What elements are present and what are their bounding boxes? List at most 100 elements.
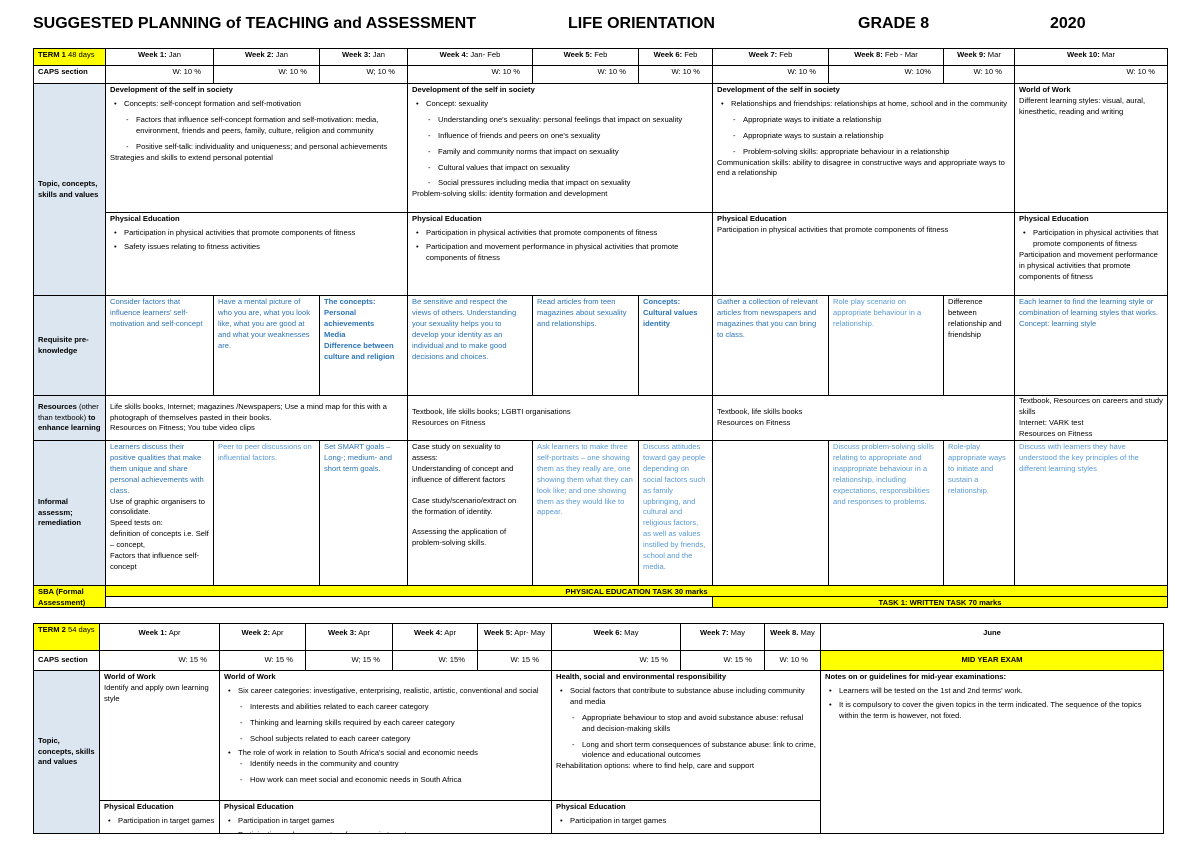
text-bullet: Participation in target games <box>556 816 816 827</box>
table-cell: W: 10 % <box>407 65 533 84</box>
text-dash2: Identify needs in the community and coun… <box>224 759 547 770</box>
week-month: Apr- May <box>514 628 546 637</box>
text-blue: Gather a collection of relevant articles… <box>717 297 818 339</box>
table-cell: Notes on or guidelines for mid-year exam… <box>820 670 1164 834</box>
table-cell: Week 1: Apr <box>99 623 220 651</box>
table-cell: Requisite pre-knowledge <box>33 295 106 396</box>
table-cell: Week 2: Jan <box>213 48 320 66</box>
text-bullet: Participation in physical activities tha… <box>110 228 403 239</box>
text-line: Resources on Fitness <box>412 418 486 427</box>
week-label: Week 2: <box>245 50 274 59</box>
doc-title: SUGGESTED PLANNING of TEACHING and ASSES… <box>33 15 476 32</box>
text-bullet: It is compulsory to cover the given topi… <box>825 700 1159 722</box>
term-days: 48 days <box>67 50 95 59</box>
table-cell: W: 10 % <box>532 65 639 84</box>
table-cell: W: 15 % <box>551 650 681 671</box>
week-month: Feb <box>594 50 608 59</box>
table-cell: MID YEAR EXAM <box>820 650 1164 671</box>
caps-weight: W: 10% <box>904 67 931 76</box>
caps-weight: W: 15% <box>438 655 465 664</box>
table-cell: Be sensitive and respect the views of ot… <box>407 295 533 396</box>
table-cell: TERM 1 48 days <box>33 48 106 66</box>
caps-weight: W: 15 % <box>510 655 539 664</box>
table-cell: World of Work Six career categories: inve… <box>219 670 552 801</box>
table-cell: W: 10 % <box>638 65 713 84</box>
label-text: Informal assessm; remediation <box>38 497 101 530</box>
table-cell: W: 15% <box>392 650 478 671</box>
table-cell: CAPS section <box>33 65 106 84</box>
table-cell: Have a mental picture of who you are, wh… <box>213 295 320 396</box>
text-lblue: Role play scenario on appropriate behavi… <box>833 297 922 328</box>
text-line: Participation and movement performance i… <box>1019 249 1158 281</box>
week-label: Week 4: <box>413 628 443 637</box>
text-line: (other than textbook) <box>38 401 99 422</box>
text-line: Resources on Fitness <box>1019 428 1093 438</box>
table-cell: Health, social and environmental respons… <box>551 670 821 801</box>
table-cell: W: 10 % <box>943 65 1015 84</box>
week-month: Jan <box>168 50 181 59</box>
text-line: Textbook, life skills books <box>717 407 803 417</box>
text-bullet: Relationships and friendships: relations… <box>717 99 1010 110</box>
text-lblue: Peer to peer discussions on influential … <box>218 442 312 462</box>
text-line: Speed tests on: <box>110 518 163 528</box>
table-cell: Week 1: Jan <box>105 48 214 66</box>
table-cell: Development of the self in society Concep… <box>105 83 408 213</box>
week-label: Week 3: <box>342 50 371 59</box>
text-line: Life skills books, Internet; magazines /… <box>110 401 387 422</box>
table-cell: Week 8. May <box>764 623 821 651</box>
week-label: Week 1: <box>138 628 168 637</box>
text-bblue: Personal achievements <box>324 307 375 328</box>
week-label: Week 8. <box>770 628 799 637</box>
table-cell: June <box>820 623 1164 651</box>
text-blue: Read articles from teen magazines about … <box>537 297 627 328</box>
text-b: Topic, concepts, skills and values <box>38 178 99 199</box>
table-cell: Week 7: May <box>680 623 765 651</box>
table-cell: W: 10 % <box>764 650 821 671</box>
week-month: May <box>624 628 639 637</box>
text-b: Development of the self in society <box>110 85 233 94</box>
text-line: Identify and apply own learning style <box>104 682 209 703</box>
subject: LIFE ORIENTATION <box>568 15 715 32</box>
text-lblue: Discuss attitudes toward gay people depe… <box>643 442 706 571</box>
text-line: definition of concepts i.e. Self – conce… <box>110 529 209 550</box>
text-line: Resources on Fitness <box>717 418 791 427</box>
table-cell: Week 4: Jan- Feb <box>407 48 533 66</box>
text-b: Informal assessm; remediation <box>38 496 82 528</box>
table-cell: Week 8: Feb - Mar <box>828 48 944 66</box>
text-blue: Consider factors that influence learners… <box>110 297 203 328</box>
term-name: TERM 1 <box>38 50 66 59</box>
text-dash: Problem-solving skills: appropriate beha… <box>717 147 1010 158</box>
text-b: Physical Education <box>224 802 294 811</box>
table-cell: Textbook, life skills books; LGBTI organ… <box>407 395 713 441</box>
label-text: Resources (other than textbook) to enhan… <box>38 402 101 435</box>
text-bblue: Difference between culture and religion <box>324 340 395 361</box>
text-bullet: Safety issues relating to fitness activi… <box>110 242 403 253</box>
text-dash: Factors that influence self-concept form… <box>110 115 403 137</box>
text-lblue: Discuss with learners they have understo… <box>1019 442 1139 473</box>
week-month: Apr <box>271 628 284 637</box>
text-bullet: The role of work in relation to South Af… <box>224 748 547 759</box>
table-cell: Week 10: Mar <box>1014 48 1168 66</box>
table-cell: Resources (other than textbook) to enhan… <box>33 395 106 441</box>
text-b: World of Work <box>104 672 156 681</box>
table-cell: Physical Education Participation in targe… <box>99 800 220 834</box>
week-label: Week 10: <box>1067 50 1100 59</box>
table-cell: Ask learners to make three self-portrait… <box>532 440 639 586</box>
text-b: Notes on or guidelines for mid-year exam… <box>825 672 1007 681</box>
table-cell: Topic, concepts, skills and values <box>33 670 100 834</box>
week-month: Apr <box>358 628 371 637</box>
label-text: Topic, concepts, skills and values <box>38 179 101 201</box>
text-b: World of Work <box>224 672 276 681</box>
text-line: Strategies and skills to extend personal… <box>110 152 273 162</box>
table-cell: W; 15 % <box>305 650 393 671</box>
text-bullet: Six career categories: investigative, en… <box>224 686 547 697</box>
week-month: May <box>800 628 815 637</box>
week-label: Week 7: <box>699 628 729 637</box>
caps-weight: W: 10 % <box>172 67 201 76</box>
text-b: SBA (Formal Assessment) <box>38 587 86 607</box>
table-cell: Physical Education Participation in physi… <box>1014 212 1168 296</box>
table-cell: Difference between relationship and frie… <box>943 295 1015 396</box>
text-gap: Assessing the application of problem-sol… <box>412 527 507 548</box>
table-cell: Role play scenario on appropriate behavi… <box>828 295 944 396</box>
text-line: Use of graphic organisers to consolidate… <box>110 496 205 517</box>
